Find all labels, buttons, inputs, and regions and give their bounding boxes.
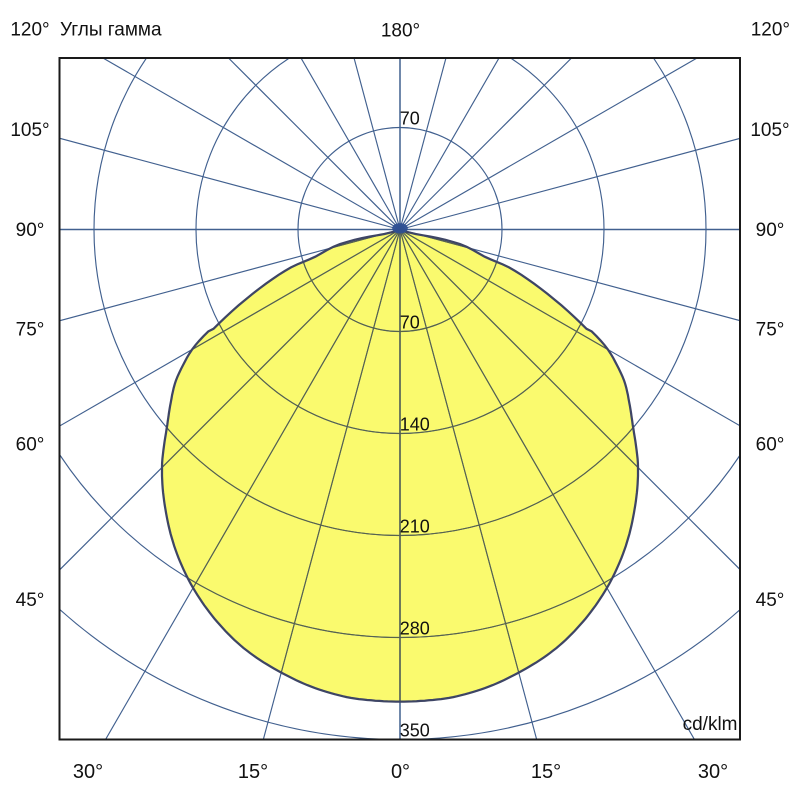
svg-text:45°: 45°: [756, 590, 785, 611]
svg-text:60°: 60°: [756, 434, 785, 455]
svg-text:45°: 45°: [16, 590, 45, 611]
svg-text:120°: 120°: [10, 20, 49, 41]
svg-text:210: 210: [400, 516, 430, 536]
svg-text:75°: 75°: [756, 320, 785, 341]
svg-text:90°: 90°: [756, 220, 785, 241]
svg-text:30°: 30°: [698, 761, 728, 783]
svg-text:90°: 90°: [16, 220, 45, 241]
svg-text:60°: 60°: [16, 434, 45, 455]
svg-text:120°: 120°: [751, 20, 790, 41]
svg-text:105°: 105°: [10, 120, 49, 141]
svg-text:30°: 30°: [73, 761, 103, 783]
svg-text:140: 140: [400, 414, 430, 434]
svg-text:Углы гамма: Углы гамма: [60, 20, 162, 41]
svg-text:70: 70: [400, 109, 420, 129]
svg-text:0°: 0°: [391, 761, 410, 783]
svg-text:350: 350: [400, 720, 430, 740]
svg-text:280: 280: [400, 618, 430, 638]
svg-text:15°: 15°: [238, 761, 268, 783]
svg-text:180°: 180°: [381, 21, 420, 42]
svg-text:70: 70: [400, 312, 420, 332]
svg-text:15°: 15°: [531, 761, 561, 783]
svg-text:105°: 105°: [750, 120, 789, 141]
svg-text:cd/klm: cd/klm: [683, 714, 738, 735]
svg-text:75°: 75°: [16, 320, 45, 341]
